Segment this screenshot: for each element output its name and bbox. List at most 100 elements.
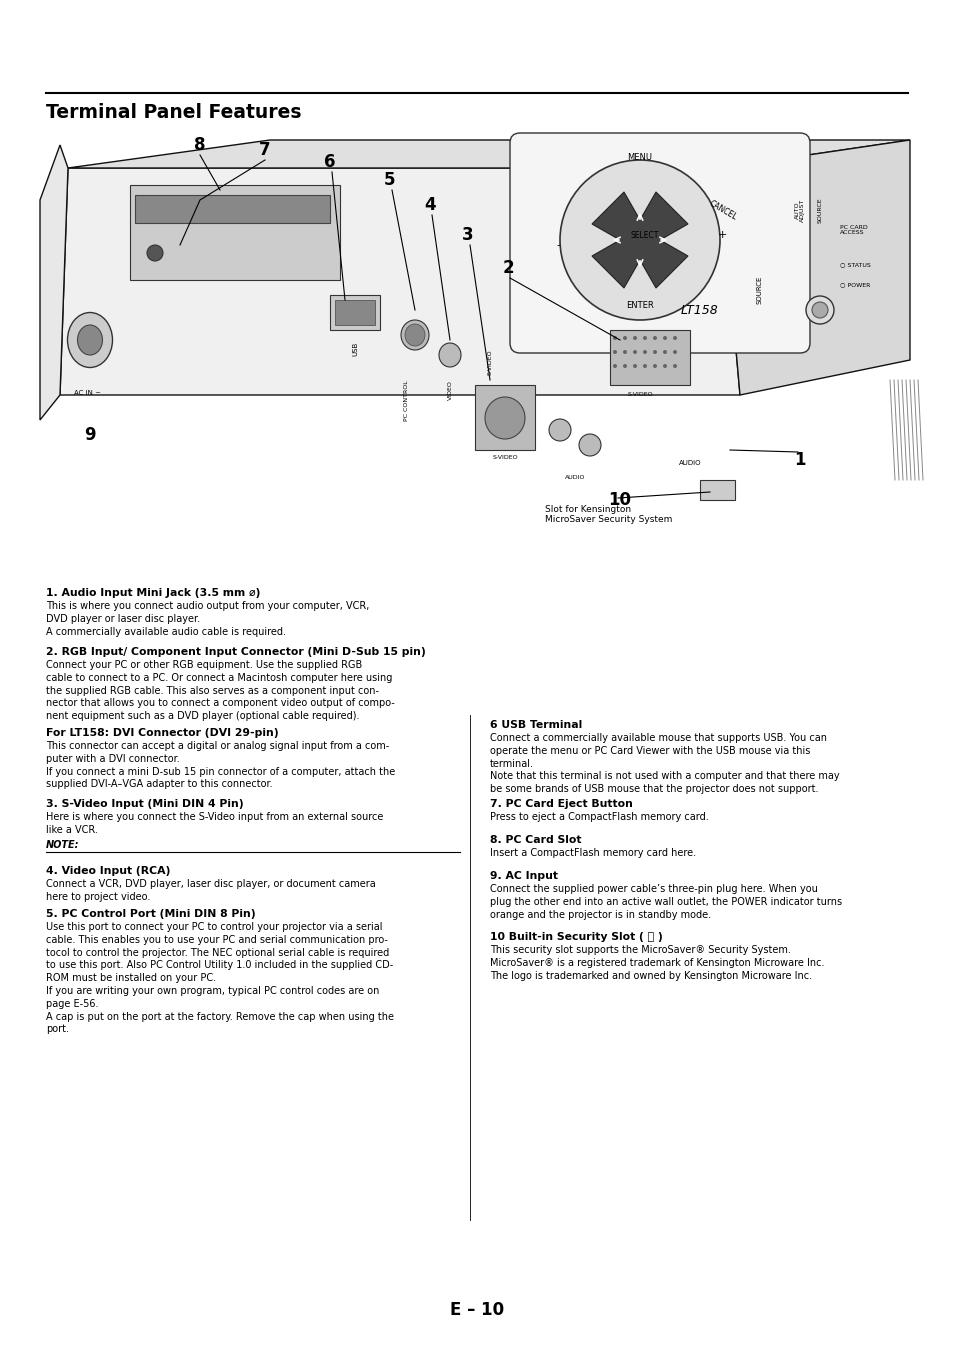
Text: ENTER: ENTER [625,301,653,310]
Text: ○ STATUS: ○ STATUS [840,263,870,267]
Text: 6 USB Terminal: 6 USB Terminal [490,720,581,731]
Text: 2. RGB Input/ Component Input Connector (Mini D-Sub 15 pin): 2. RGB Input/ Component Input Connector … [46,647,425,656]
Text: Use this port to connect your PC to control your projector via a serial
cable. T: Use this port to connect your PC to cont… [46,922,394,1034]
Circle shape [622,336,626,340]
Text: 1: 1 [794,452,805,469]
Circle shape [147,245,163,262]
Polygon shape [40,146,68,421]
Text: Connect the supplied power cable’s three-pin plug here. When you
plug the other : Connect the supplied power cable’s three… [490,884,841,919]
Polygon shape [68,140,909,168]
Text: Terminal Panel Features: Terminal Panel Features [46,102,301,123]
Text: USB: USB [352,342,357,356]
Text: SOURCE: SOURCE [817,197,821,222]
Text: 3: 3 [461,226,474,244]
Bar [330,295,379,330]
Text: Press to eject a CompactFlash memory card.: Press to eject a CompactFlash memory car… [490,811,708,822]
Circle shape [633,336,637,340]
Circle shape [613,364,617,368]
Text: This connector can accept a digital or analog signal input from a com-
puter wit: This connector can accept a digital or a… [46,741,395,790]
Text: +: + [717,231,726,240]
Ellipse shape [68,313,112,368]
Text: 5: 5 [384,171,395,189]
Text: 7: 7 [259,142,271,159]
Text: S-VIDEO: S-VIDEO [492,456,517,460]
Text: -: - [556,240,559,249]
Circle shape [672,336,677,340]
Text: 2: 2 [501,259,514,276]
Text: 9. AC Input: 9. AC Input [490,871,558,882]
Circle shape [662,364,666,368]
Circle shape [622,364,626,368]
Text: S-VIDEO: S-VIDEO [487,349,492,375]
Circle shape [662,336,666,340]
Text: LT158: LT158 [680,303,719,317]
Text: Slot for Kensington
MicroSaver Security System: Slot for Kensington MicroSaver Security … [544,506,672,524]
Text: 10 Built-in Security Slot ( 🔒 ): 10 Built-in Security Slot ( 🔒 ) [490,931,662,942]
Text: 1. Audio Input Mini Jack (3.5 mm ⌀): 1. Audio Input Mini Jack (3.5 mm ⌀) [46,588,260,599]
Text: Insert a CompactFlash memory card here.: Insert a CompactFlash memory card here. [490,848,696,857]
Circle shape [662,350,666,355]
Text: AUTO
ADJUST: AUTO ADJUST [794,198,804,221]
Text: VIDEO: VIDEO [447,380,452,400]
Text: 5. PC Control Port (Mini DIN 8 Pin): 5. PC Control Port (Mini DIN 8 Pin) [46,909,255,919]
Text: SOURCE: SOURCE [757,276,762,305]
Circle shape [672,364,677,368]
Text: PC CARD
ACCESS: PC CARD ACCESS [840,225,867,236]
Polygon shape [60,168,740,395]
Bar [609,330,689,386]
Ellipse shape [400,319,429,350]
Bar [130,185,339,280]
Circle shape [672,350,677,355]
Bar [135,195,330,222]
Polygon shape [592,191,687,288]
Text: For LT158: DVI Connector (DVI 29-pin): For LT158: DVI Connector (DVI 29-pin) [46,728,278,737]
Circle shape [633,350,637,355]
Text: This is where you connect audio output from your computer, VCR,
DVD player or la: This is where you connect audio output f… [46,601,369,636]
Circle shape [652,364,657,368]
Text: 4: 4 [424,195,436,214]
Text: 7. PC Card Eject Button: 7. PC Card Eject Button [490,799,632,809]
Ellipse shape [578,434,600,456]
Text: NOTE:: NOTE: [46,840,79,851]
Ellipse shape [77,325,102,355]
Text: AUDIO: AUDIO [678,460,700,466]
Text: This security slot supports the MicroSaver® Security System.
MicroSaver® is a re: This security slot supports the MicroSav… [490,945,823,980]
Text: PC CONTROL: PC CONTROL [404,380,409,421]
Text: CANCEL: CANCEL [707,198,739,221]
Text: 8: 8 [194,136,206,154]
Circle shape [622,350,626,355]
Circle shape [805,297,833,324]
Text: 3. S-Video Input (Mini DIN 4 Pin): 3. S-Video Input (Mini DIN 4 Pin) [46,799,243,809]
Circle shape [642,350,646,355]
Text: 9: 9 [84,426,95,443]
Text: AC IN ~: AC IN ~ [74,390,101,396]
Text: 10: 10 [608,491,631,510]
Text: 4. Video Input (RCA): 4. Video Input (RCA) [46,865,171,876]
Ellipse shape [484,398,524,439]
Ellipse shape [548,419,571,441]
Text: Connect a commercially available mouse that supports USB. You can
operate the me: Connect a commercially available mouse t… [490,733,839,794]
Ellipse shape [438,342,460,367]
Bar [475,386,535,450]
Text: AUDIO: AUDIO [564,474,584,480]
Circle shape [633,364,637,368]
Text: Here is where you connect the S-Video input from an external source
like a VCR.: Here is where you connect the S-Video in… [46,811,383,834]
Text: E – 10: E – 10 [450,1301,503,1318]
Bar [700,480,734,500]
Text: Connect your PC or other RGB equipment. Use the supplied RGB
cable to connect to: Connect your PC or other RGB equipment. … [46,661,395,721]
Text: 6: 6 [324,154,335,171]
Text: Connect a VCR, DVD player, laser disc player, or document camera
here to project: Connect a VCR, DVD player, laser disc pl… [46,879,375,902]
Text: MENU: MENU [627,154,652,163]
Circle shape [642,336,646,340]
Circle shape [613,336,617,340]
FancyBboxPatch shape [510,133,809,353]
Circle shape [811,302,827,318]
Text: 8. PC Card Slot: 8. PC Card Slot [490,834,581,845]
Polygon shape [720,140,909,395]
Ellipse shape [405,324,424,346]
Circle shape [652,350,657,355]
Text: S-VIDEO: S-VIDEO [626,392,652,398]
Bar [335,301,375,325]
Circle shape [559,160,720,319]
Text: ○ POWER: ○ POWER [840,283,869,287]
